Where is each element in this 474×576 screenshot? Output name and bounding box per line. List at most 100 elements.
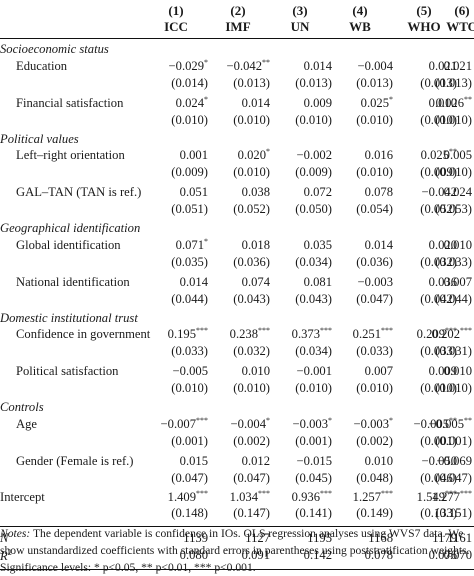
row-label: Gender (Female is ref.) [16,453,134,468]
cell-value: (0.051) [171,202,208,217]
cell-value: −0.007 [160,416,196,431]
standard-error-cell: (0.047) [146,471,208,486]
cell-value: −0.015 [296,453,332,468]
coefficient-cell: 0.005 [410,148,472,163]
cell-value: −0.005 [172,364,208,379]
coefficient-cell: 0.007 [331,364,393,379]
standard-error-cell: (0.147) [208,506,270,521]
significance-stars: *** [320,488,332,498]
cell-value: (0.010) [356,165,393,180]
standard-error-cell: (0.032) [395,255,457,270]
n-cell: 1195 [270,531,332,546]
standard-error-cell: (0.044) [146,292,208,307]
coefficient-cell: 0.009 [270,96,332,111]
standard-error-cell: (0.051) [146,202,208,217]
coefficient-cell: 0.020* [208,148,270,163]
cell-value: 0.038 [241,185,270,200]
standard-error-cell: (0.010) [395,381,457,396]
notes-lead: Notes: [0,526,31,540]
coefficient-cell: 0.026** [410,95,472,111]
standard-error-cell: (0.046) [395,471,457,486]
standard-error-cell: (0.044) [410,292,472,307]
coefficient-cell: 0.015 [146,454,208,469]
cell-value: (0.033) [420,344,457,359]
cell-value: 0.091 [241,548,270,563]
cell-value: −0.050 [421,453,457,468]
coefficient-cell: 0.020 [395,238,457,253]
standard-error-cell: (0.010) [331,113,393,128]
cell-value: −0.069 [436,453,472,468]
standard-error-cell: (0.042) [395,292,457,307]
significance-stars: *** [320,326,332,336]
cell-value: 0.010 [241,364,270,379]
coefficient-cell: −0.029* [146,58,208,74]
cell-value: 0.007 [364,364,393,379]
cell-value: 0.014 [241,95,270,110]
r2-label: R2 [0,548,12,564]
cell-value: 0.078 [364,185,393,200]
cell-value: (0.010) [435,165,472,180]
standard-error-cell: (0.013) [410,76,472,91]
coefficient-cell: 0.209*** [395,327,457,342]
cell-value: 0.010 [364,453,393,468]
coefficient-cell: 1.257*** [331,489,393,505]
standard-error-cell: (0.010) [270,381,332,396]
standard-error-cell: (0.001) [146,434,208,449]
coefficient-cell: 0.251*** [331,327,393,342]
cell-value: 1.549 [416,489,445,504]
cell-value: (0.044) [435,291,472,306]
standard-error-cell: (0.010) [208,165,270,180]
coefficient-cell: 0.074 [208,275,270,290]
significance-stars: * [204,236,208,246]
standard-error-cell: (0.010) [331,381,393,396]
significance-stars: *** [381,326,393,336]
section-title: Political values [0,131,79,146]
standard-error-cell: (0.033) [146,344,208,359]
cell-value: 0.070 [443,548,472,563]
column-number: (5) [416,3,432,18]
standard-error-cell: (0.014) [146,76,208,91]
significance-stars: *** [258,488,270,498]
cell-value: 0.936 [291,489,320,504]
standard-error-cell: (0.052) [208,202,270,217]
cell-value: −0.002 [296,148,332,163]
coefficient-cell: −0.005** [410,416,472,432]
standard-error-cell: (0.047) [208,471,270,486]
standard-error-cell: (0.035) [146,255,208,270]
row-label: Education [16,58,68,73]
cell-value: 0.025 [360,95,389,110]
coefficient-cell: 1.034*** [208,488,270,505]
cell-value: (0.013) [420,75,457,90]
section-title: Controls [0,400,44,414]
row-label: GAL–TAN (TAN is ref.) [16,185,142,200]
significance-stars: *** [445,326,457,336]
significance-stars: * [266,147,270,157]
significance-stars: * [328,415,332,425]
r2-cell: 0.080 [146,548,208,563]
cell-value: 0.015 [179,453,208,468]
coefficient-cell: −0.015 [270,454,332,469]
cell-value: 1.257 [352,489,381,504]
cell-value: 0.035 [303,237,332,252]
coefficient-cell: −0.069 [410,454,472,469]
standard-error-cell: (0.033) [410,255,472,270]
standard-error-cell: (0.047) [331,292,393,307]
cell-value: 1179 [432,531,457,546]
standard-error-cell: (0.010) [270,113,332,128]
standard-error-cell: (0.033) [331,344,393,359]
n-label: N [0,531,9,546]
standard-error-cell: (0.013) [270,76,332,91]
cell-value: 0.024 [443,185,472,200]
standard-error-cell: (0.013) [395,76,457,91]
standard-error-cell: (0.036) [331,255,393,270]
cell-value: 0.195 [167,327,196,342]
cell-value: (0.043) [295,291,332,306]
coefficient-cell: 0.072 [270,185,332,200]
standard-error-cell: (0.034) [270,255,332,270]
cell-value: (0.148) [171,506,208,521]
coefficient-cell: 0.025** [395,148,457,163]
n-cell: 1127 [208,531,270,546]
cell-value: (0.036) [233,254,270,269]
cell-value: 0.081 [303,274,332,289]
standard-error-cell: (0.034) [270,344,332,359]
